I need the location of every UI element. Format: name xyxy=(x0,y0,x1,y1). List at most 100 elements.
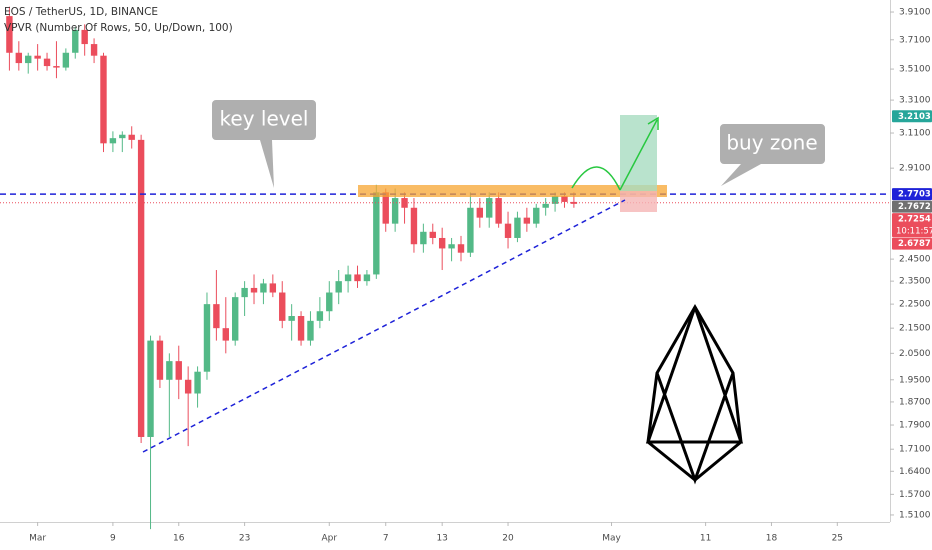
projection-arc xyxy=(571,166,621,191)
y-tick-label: 2.2500 xyxy=(899,300,931,310)
stop-box xyxy=(620,191,657,212)
candle-body xyxy=(382,192,389,224)
price-tag xyxy=(892,200,932,213)
y-tick-label: 3.7100 xyxy=(899,35,931,45)
y-tick-label: 3.3100 xyxy=(899,96,931,106)
candle-body xyxy=(62,52,70,68)
candle-body xyxy=(6,16,13,53)
candle-body xyxy=(15,52,23,64)
candle-body xyxy=(213,304,220,329)
candle-body xyxy=(504,223,512,238)
candle-body xyxy=(184,379,192,394)
plot xyxy=(0,6,890,530)
price-tag-label: 2.7672 xyxy=(898,202,931,212)
key-level-callout: key level xyxy=(212,100,316,188)
y-tick-label: 1.7100 xyxy=(899,445,931,455)
y-tick-label: 1.5700 xyxy=(899,490,931,500)
y-tick-label: 3.9100 xyxy=(899,8,931,18)
candle-body xyxy=(420,231,427,245)
callout-text: buy zone xyxy=(726,131,817,155)
candle-body xyxy=(203,304,211,372)
candle-body xyxy=(467,207,474,253)
x-tick-label: Mar xyxy=(29,534,46,544)
y-tick-label: 1.7900 xyxy=(899,421,931,431)
candle-body xyxy=(354,274,361,282)
y-tick-label: 3.5100 xyxy=(899,65,931,75)
candle-body xyxy=(486,198,493,218)
trendline xyxy=(142,199,626,453)
x-tick-label: 20 xyxy=(502,534,514,544)
y-tick-label: 2.3500 xyxy=(899,277,931,287)
x-tick-label: 9 xyxy=(110,534,116,544)
price-tag-label: 3.2103 xyxy=(898,112,931,122)
x-tick-label: 18 xyxy=(766,534,778,544)
price-tag-label: 2.7703 xyxy=(898,190,931,200)
y-tick-label: 1.9500 xyxy=(899,375,931,385)
candle-body xyxy=(335,281,342,293)
candle-body xyxy=(542,203,549,208)
candle-body xyxy=(156,340,164,380)
candle-body xyxy=(373,192,380,275)
candle-body xyxy=(53,66,60,68)
candle-body xyxy=(438,237,446,249)
y-tick-label: 2.9100 xyxy=(899,164,931,174)
x-tick-label: 11 xyxy=(700,534,711,544)
candle-body xyxy=(250,287,258,293)
y-tick-label: 1.5100 xyxy=(899,510,931,520)
projection-arrow xyxy=(619,116,659,191)
x-tick-label: 25 xyxy=(832,534,843,544)
x-tick-label: 23 xyxy=(239,534,250,544)
chart-title: EOS / TetherUS, 1D, BINANCE xyxy=(4,6,158,18)
candle-body xyxy=(222,328,229,341)
x-tick-label: 13 xyxy=(436,534,447,544)
x-tick-label: 7 xyxy=(383,534,389,544)
candle-body xyxy=(297,316,305,341)
candle-body xyxy=(457,244,465,253)
x-tick-label: Apr xyxy=(321,534,337,544)
candle-body xyxy=(232,297,239,341)
candle-body xyxy=(307,320,314,341)
indicator-label: VPVR (Number Of Rows, 50, Up/Down, 100) xyxy=(4,22,233,34)
x-tick-label: 16 xyxy=(173,534,185,544)
candle-body xyxy=(241,287,248,298)
y-tick-label: 2.4500 xyxy=(899,255,931,265)
candle-body xyxy=(561,196,568,202)
y-tick-label: 2.1500 xyxy=(899,324,931,334)
price-tag xyxy=(892,213,932,238)
candle-body xyxy=(119,134,126,139)
candle-body xyxy=(137,139,145,437)
candle-body xyxy=(495,198,502,224)
candle-body xyxy=(147,340,154,437)
y-tick-label: 2.0500 xyxy=(899,349,931,359)
price-tag-label: 2.7254 xyxy=(898,215,931,225)
candle-body xyxy=(81,29,88,45)
x-tick-label: May xyxy=(602,534,621,544)
buy-zone-callout: buy zone xyxy=(720,124,825,186)
candle-body xyxy=(429,231,436,238)
candle-body xyxy=(523,217,531,224)
callout-text: key level xyxy=(220,107,309,131)
resistance-zone xyxy=(358,185,667,197)
candle-body xyxy=(90,44,98,56)
candle-body xyxy=(269,283,277,293)
candle-body xyxy=(72,29,79,53)
y-tick-label: 1.6400 xyxy=(899,467,931,477)
candle-body xyxy=(25,55,32,64)
candle-body xyxy=(100,55,107,144)
candle-body xyxy=(109,138,117,144)
candle-body xyxy=(175,361,182,380)
candle-body xyxy=(551,196,559,204)
candle-body xyxy=(410,207,418,245)
candle-body xyxy=(391,198,399,224)
candle-body xyxy=(260,283,267,293)
candle-body xyxy=(166,361,173,380)
candle-body xyxy=(326,292,333,312)
candle-body xyxy=(279,292,286,321)
candle-body xyxy=(43,58,51,67)
price-tag-label: 2.6787 xyxy=(898,239,931,249)
candle-body xyxy=(448,244,455,249)
y-tick-label: 3.1100 xyxy=(899,129,931,139)
